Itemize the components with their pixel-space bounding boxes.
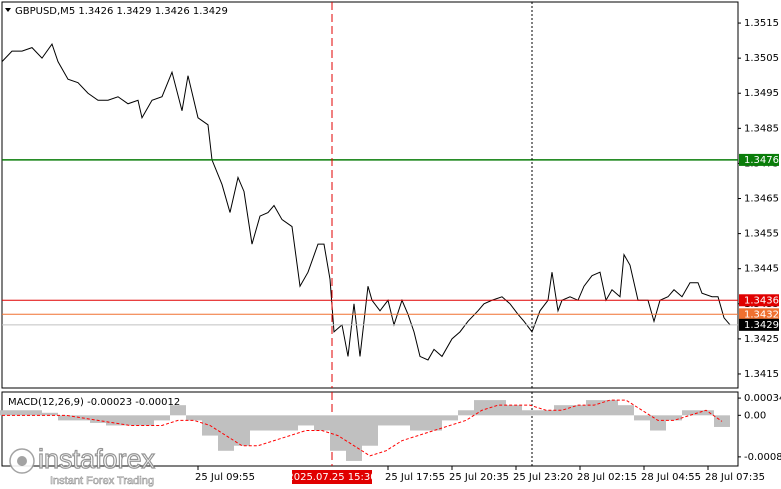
x-tick-label: 25 Jul 09:55 [195, 472, 255, 483]
macd-bar [554, 405, 570, 416]
macd-bar [426, 415, 442, 431]
macd-bar [474, 400, 490, 416]
macd-bar [394, 415, 410, 426]
macd-bar [634, 415, 650, 421]
macd-bar [186, 415, 202, 421]
macd-bar [682, 410, 698, 416]
price-line [1, 43, 731, 361]
macd-bar [138, 415, 154, 426]
y-tick-label: 1.3515 [744, 18, 779, 29]
y-tick-label: -0.00082 [744, 452, 781, 463]
macd-bar [90, 415, 106, 423]
macd-bar [666, 415, 682, 421]
macd-bar [410, 415, 426, 431]
macd-bar [282, 415, 298, 431]
y-tick-label: 1.3425 [744, 334, 779, 345]
x-tick-label: 28 Jul 02:15 [577, 472, 637, 483]
macd-bar [442, 415, 458, 421]
macd-bar [618, 405, 634, 416]
macd-bar [522, 410, 538, 416]
main-panel-frame [1, 1, 739, 389]
macd-bar [234, 415, 250, 446]
y-tick-label: 0.00034 [744, 393, 781, 404]
macd-bar [698, 410, 714, 416]
x-tick-label: 28 Jul 07:35 [705, 472, 765, 483]
macd-bar [602, 400, 618, 416]
level-label-box [739, 308, 779, 321]
macd-bar [10, 410, 26, 416]
x-tick-label: 28 Jul 04:55 [641, 472, 701, 483]
y-tick-label: 1.3485 [744, 123, 779, 134]
macd-bar [218, 415, 234, 451]
chart-title: GBPUSD,M5 1.3426 1.3429 1.3426 1.3429 [15, 6, 228, 17]
y-tick-label: 1.3445 [744, 264, 779, 275]
macd-panel-frame [1, 391, 739, 467]
level-label-box [739, 318, 779, 331]
level-label: 1.3436 [744, 295, 779, 306]
vertical-line-label: 2025.07.25 15:30 [287, 472, 376, 483]
macd-bar [106, 415, 122, 426]
y-tick-label: 1.3415 [744, 369, 779, 380]
macd-bar [42, 412, 58, 416]
overlay: GBPUSD,M5 1.3426 1.3429 1.3426 1.3429 MA… [5, 6, 781, 487]
macd-bar [346, 415, 362, 461]
macd-bar [314, 415, 330, 431]
watermark: instaforex Instant Forex Trading [9, 444, 156, 487]
x-tick-label: 25 Jul 20:35 [449, 472, 509, 483]
macd-bar [0, 410, 10, 416]
macd-bar [506, 405, 522, 416]
plot [0, 2, 738, 466]
macd-bar [154, 415, 170, 421]
level-label: 1.3429 [744, 320, 779, 331]
macd-bar [122, 415, 138, 426]
watermark-logo-dot [17, 456, 27, 466]
macd-bar [458, 410, 474, 416]
macd-bar [490, 400, 506, 416]
macd-bar [58, 415, 74, 421]
macd-bar [538, 410, 554, 416]
y-tick-label: 1.3495 [744, 88, 779, 99]
level-label-box [739, 153, 779, 166]
macd-bar [298, 415, 314, 426]
level-label-box [739, 294, 779, 307]
macd-bar [586, 400, 602, 416]
macd-bar [570, 405, 586, 416]
x-tick-label: 25 Jul 23:20 [513, 472, 573, 483]
macd-bar [266, 415, 282, 431]
macd-bar [330, 415, 346, 451]
level-label: 1.3432 [744, 309, 779, 320]
signal-line [2, 399, 723, 457]
y-tick-label: 1.3465 [744, 194, 779, 205]
vertical-line-label-box [292, 470, 372, 484]
y-tick-label: 1.3455 [744, 229, 779, 240]
macd-bar [26, 410, 42, 416]
macd-bar [170, 405, 186, 416]
menu-icon [5, 8, 11, 12]
x-tick-label: 25 Jul 17:55 [385, 472, 445, 483]
macd-bar [378, 415, 394, 426]
watermark-tagline: Instant Forex Trading [50, 475, 154, 487]
macd-title: MACD(12,26,9) -0.00023 -0.00012 [8, 397, 180, 408]
watermark-brand: instaforex [38, 444, 156, 474]
level-label: 1.3476 [744, 155, 779, 166]
y-tick-label: 1.3505 [744, 53, 779, 64]
macd-bar [362, 415, 378, 446]
macd-bar [250, 415, 266, 431]
macd-bar [650, 415, 666, 431]
y-tick-label: 0.00 [744, 410, 766, 421]
